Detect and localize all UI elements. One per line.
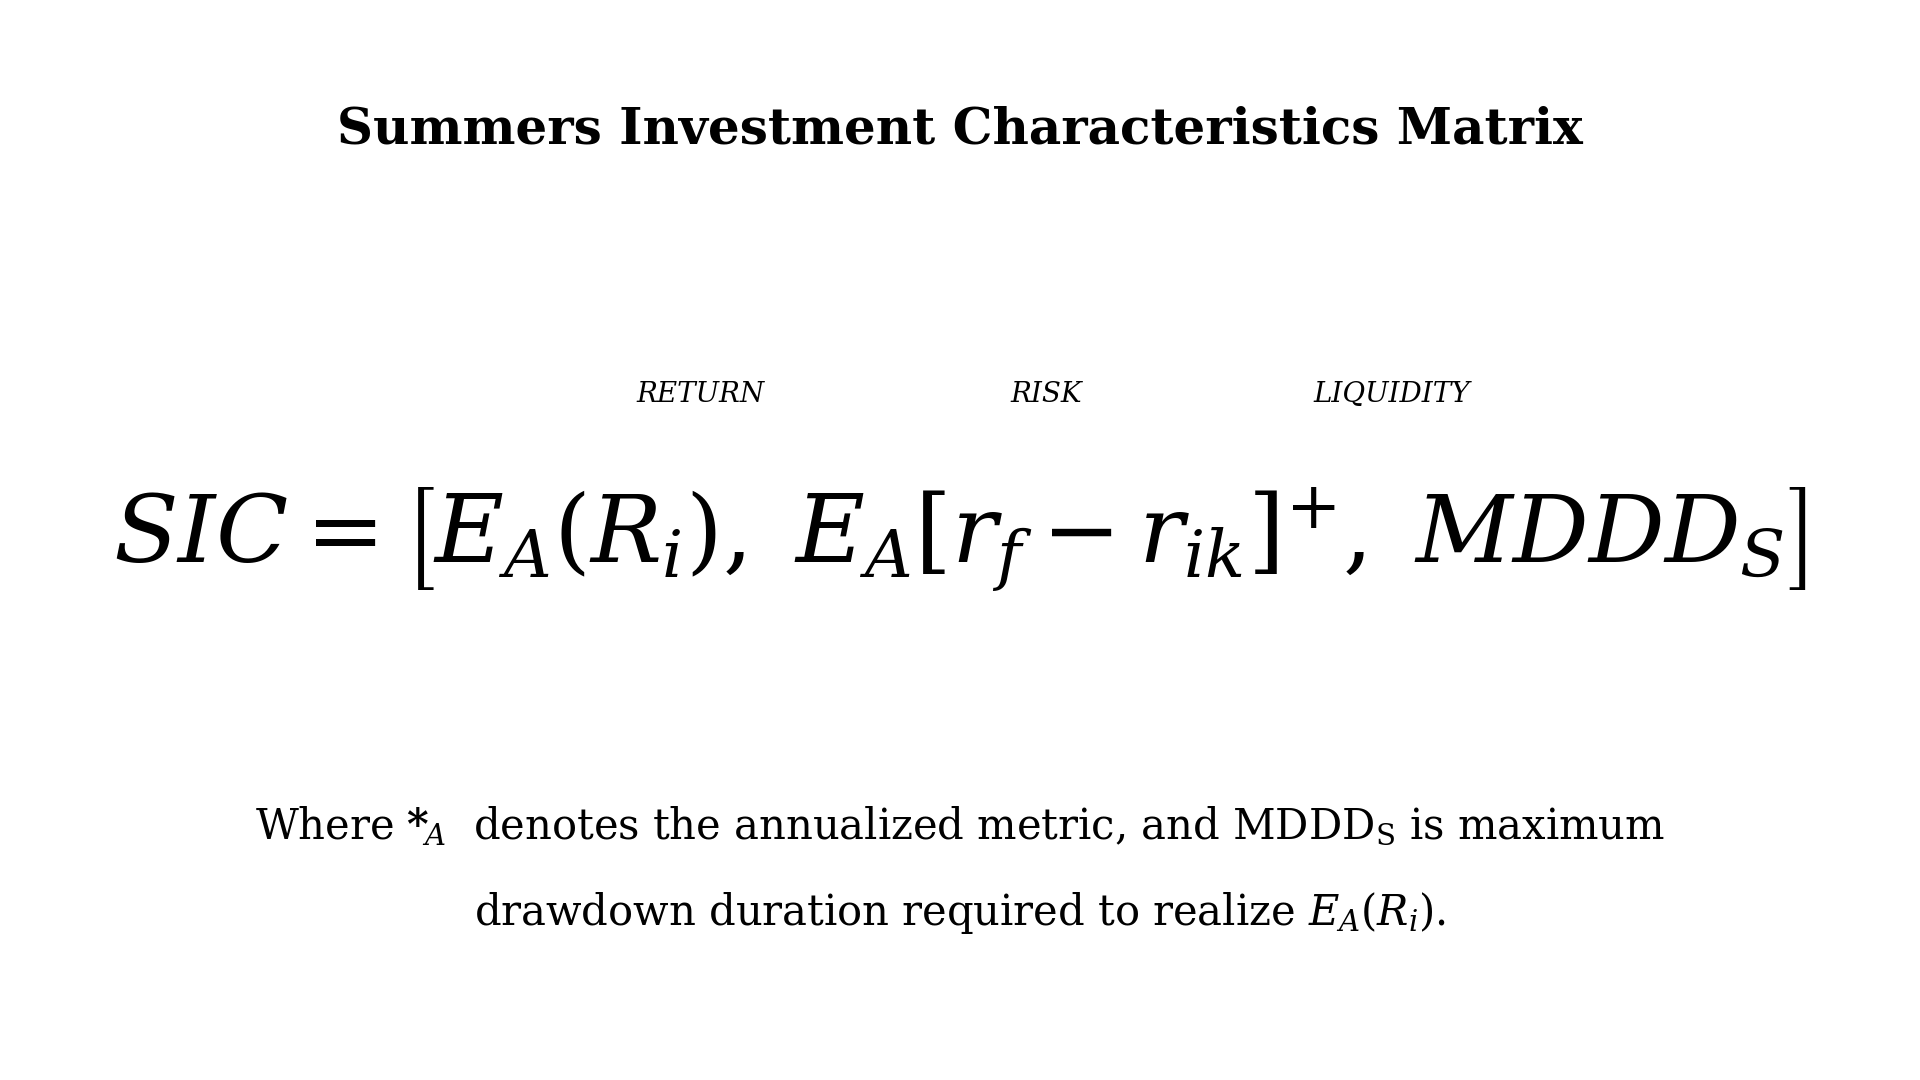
Text: Summers Investment Characteristics Matrix: Summers Investment Characteristics Matri… [338, 105, 1582, 154]
Text: RISK: RISK [1010, 381, 1083, 408]
Text: $\mathit{SIC} = \left[\mathit{E}_{\mathit{A}}(\mathit{R}_{\mathit{i}}),\;  \math: $\mathit{SIC} = \left[\mathit{E}_{\mathi… [113, 486, 1807, 594]
Text: Where $\mathbf{*}_{\!\mathit{A}}$  denotes the annualized metric, and $\mathrm{M: Where $\mathbf{*}_{\!\mathit{A}}$ denote… [255, 805, 1665, 848]
Text: RETURN: RETURN [637, 381, 764, 408]
Text: LIQUIDITY: LIQUIDITY [1313, 381, 1471, 408]
Text: drawdown duration required to realize $\mathit{E}_{\mathit{A}}(\mathit{R}_{\math: drawdown duration required to realize $\… [474, 890, 1446, 935]
